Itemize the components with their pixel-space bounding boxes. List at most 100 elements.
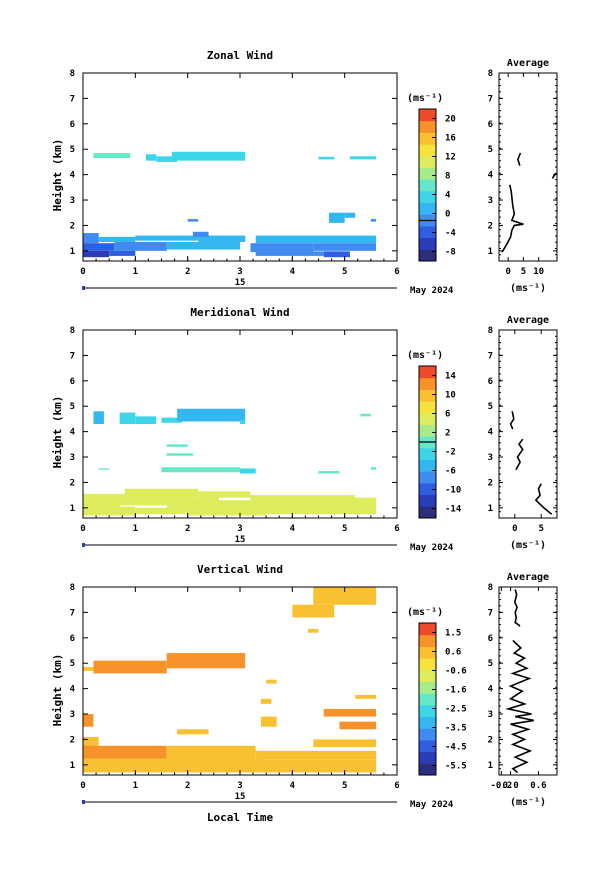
y-tick-label: 3	[70, 710, 75, 720]
y-tick-label: 1	[70, 504, 75, 514]
heatmap-cell	[161, 467, 240, 473]
x-tick-label: 0.0	[502, 781, 518, 791]
heatmap-cell	[219, 500, 303, 508]
meridional-day-label: 15	[235, 535, 246, 545]
y-tick-label: 5	[488, 659, 493, 669]
heatmap-cell	[313, 243, 377, 251]
colorbar-swatch	[419, 646, 436, 659]
heatmap-cell	[161, 758, 261, 773]
meridional-date-label: May 2024	[410, 543, 454, 553]
y-tick-label: 7	[488, 351, 493, 361]
y-tick-label: 6	[70, 634, 75, 644]
y-tick-label: 7	[488, 608, 493, 618]
heatmap-cell	[328, 212, 345, 223]
colorbar-swatch	[419, 728, 436, 741]
heatmap-cell	[318, 156, 335, 160]
zonal-average-profile	[501, 152, 557, 253]
heatmap-cell	[250, 243, 314, 253]
x-tick-label: 1	[133, 781, 138, 791]
x-tick-label: 5	[538, 524, 543, 534]
colorbar-swatch	[419, 482, 436, 496]
x-tick-label: 2	[185, 781, 190, 791]
y-tick-label: 6	[488, 120, 493, 130]
zonal-plot-frame	[82, 72, 398, 262]
x-tick-label: 0	[80, 267, 85, 277]
x-axis-label: Local Time	[207, 811, 274, 824]
heatmap-cell	[370, 467, 377, 470]
x-tick-label: 4	[290, 781, 296, 791]
colorbar-tick-label: 4	[445, 191, 451, 201]
heatmap-cell	[114, 241, 167, 251]
heatmap-cell	[339, 721, 377, 730]
heatmap-cell	[240, 420, 246, 424]
zonal-average-title: Average	[507, 58, 549, 69]
x-tick-label: 4	[290, 267, 296, 277]
heatmap-cell	[83, 667, 94, 671]
colorbar-swatch	[419, 751, 436, 764]
x-tick-label: 0	[512, 524, 517, 534]
zonal-wind-title: Zonal Wind	[207, 49, 273, 62]
heatmap-cell	[166, 453, 193, 456]
y-tick-label: 5	[70, 402, 75, 412]
heatmap-cell	[318, 471, 340, 474]
heatmap-cell	[292, 604, 335, 618]
y-tick-label: 1	[488, 247, 493, 257]
y-tick-label: 3	[488, 710, 493, 720]
meridional-average-profile	[509, 411, 553, 515]
y-tick-label: 7	[70, 94, 75, 104]
colorbar-tick-label: -1.6	[445, 686, 467, 696]
colorbar-swatch	[419, 389, 436, 402]
colorbar-tick-label: -5.5	[445, 762, 467, 772]
zonal-heatmap-cells	[83, 151, 377, 258]
heatmap-cell	[98, 468, 110, 470]
colorbar-tick-label: 20	[445, 115, 456, 125]
colorbar-swatch	[419, 424, 436, 437]
heatmap-cell	[119, 412, 136, 424]
colorbar-tick-label: 6	[445, 410, 450, 420]
colorbar-tick-label: -3.5	[445, 724, 467, 734]
colorbar-swatch	[419, 377, 436, 390]
x-tick-label: 5	[342, 781, 347, 791]
heatmap-cell	[93, 660, 167, 674]
vertical-day-label: 15	[235, 792, 246, 802]
meridional-day-axis: 15 May 2024	[82, 535, 454, 553]
x-tick-label: 6	[394, 781, 399, 791]
heatmap-cell	[255, 235, 377, 244]
heatmap-cell	[83, 243, 115, 251]
heatmap-cell	[198, 491, 251, 498]
heatmap-cell	[349, 156, 377, 160]
y-tick-label: 4	[488, 685, 494, 695]
y-tick-label: 4	[70, 428, 76, 438]
y-tick-label: 8	[70, 326, 75, 336]
heatmap-cell	[83, 745, 167, 759]
heatmap-cell	[192, 231, 209, 237]
y-tick-label: 7	[70, 351, 75, 361]
colorbar-swatch	[419, 225, 436, 239]
heatmap-cell	[83, 493, 125, 499]
heatmap-cell	[302, 497, 377, 508]
colorbar-tick-label: -2.5	[445, 705, 467, 715]
heatmap-cell	[166, 497, 220, 508]
colorbar-swatch	[419, 144, 436, 157]
colorbar-swatch	[419, 658, 436, 671]
zonal-y-axis-label: Height (km)	[51, 139, 64, 212]
profile-line	[513, 589, 521, 627]
profile-line	[509, 411, 515, 430]
colorbar-tick-label: 1.5	[445, 629, 461, 639]
colorbar-swatch	[419, 237, 436, 250]
heatmap-cell	[313, 587, 377, 605]
y-tick-label: 2	[488, 478, 493, 488]
vertical-average-frame	[498, 586, 558, 776]
heatmap-cell	[156, 156, 178, 162]
x-tick-label: 2	[185, 267, 190, 277]
colorbar-swatch	[419, 704, 436, 718]
x-tick-label: 6	[394, 267, 399, 277]
x-tick-label: 0	[505, 267, 510, 277]
heatmap-cell	[83, 250, 110, 258]
vertical-day-axis: 15 May 2024	[82, 792, 454, 810]
heatmap-cell	[135, 416, 157, 424]
